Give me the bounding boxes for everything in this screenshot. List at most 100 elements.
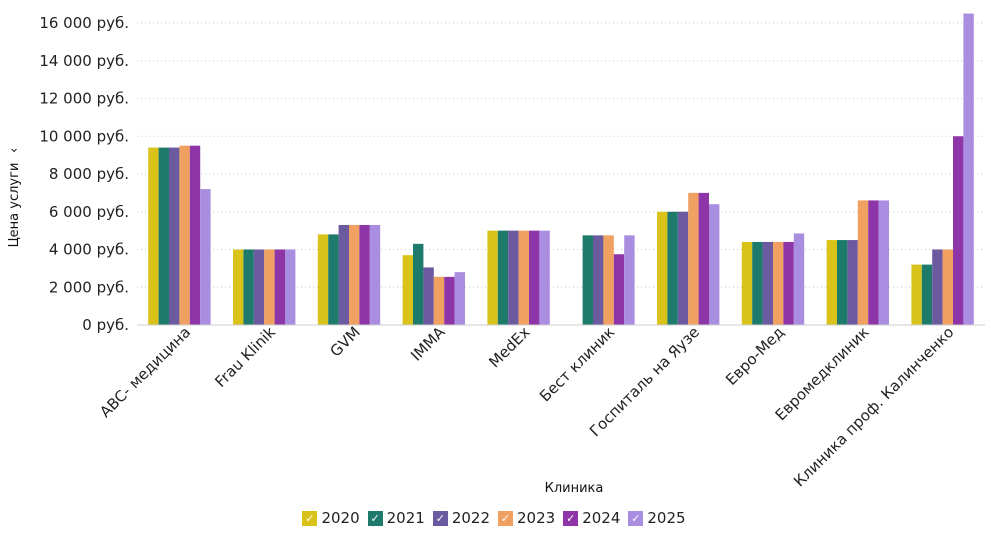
- bar[interactable]: [328, 234, 339, 325]
- bar[interactable]: [613, 254, 625, 325]
- bar[interactable]: [783, 241, 794, 325]
- bar[interactable]: [423, 267, 434, 325]
- legend-item[interactable]: ✓ 2023: [498, 509, 555, 527]
- bar[interactable]: [878, 200, 889, 325]
- bar[interactable]: [169, 147, 180, 325]
- checkmark-icon[interactable]: ✓: [498, 510, 513, 526]
- bar[interactable]: [677, 211, 689, 325]
- legend: ✓ 2020 ✓ 2021 ✓ 2022 ✓ 2023 ✓ 2024 ✓ 2025: [0, 506, 990, 530]
- y-tick-label: 2 000 руб.: [49, 278, 129, 296]
- bar[interactable]: [688, 192, 699, 325]
- bar[interactable]: [189, 145, 201, 325]
- gridlines: [137, 22, 985, 288]
- chevron-down-icon[interactable]: ‹: [7, 148, 22, 153]
- checkmark-icon[interactable]: ✓: [302, 510, 318, 526]
- bar[interactable]: [274, 249, 285, 326]
- bar[interactable]: [582, 235, 593, 325]
- checkmark-icon[interactable]: ✓: [432, 510, 448, 526]
- x-tick-label: Бест клиник: [536, 323, 618, 405]
- bar[interactable]: [529, 230, 540, 325]
- legend-item[interactable]: ✓ 2021: [367, 509, 425, 527]
- bar[interactable]: [963, 13, 974, 325]
- bar[interactable]: [593, 235, 604, 325]
- bar[interactable]: [911, 264, 922, 325]
- x-tick-label: Frau Klinik: [211, 323, 279, 391]
- bar[interactable]: [200, 189, 211, 325]
- bar[interactable]: [158, 147, 169, 325]
- bar-chart: 0 руб. 2 000 руб. 4 000 руб. 6 000 руб. 8 00…: [7, 13, 985, 496]
- bar[interactable]: [857, 200, 869, 325]
- y-tick-label: 4 000 руб.: [49, 241, 129, 259]
- legend-item[interactable]: ✓ 2020: [302, 509, 360, 527]
- bar[interactable]: [657, 211, 668, 325]
- bars: [148, 13, 974, 326]
- y-axis-title-text: Цена услуги: [7, 163, 22, 248]
- y-tick-label: 6 000 руб.: [49, 203, 129, 221]
- bar[interactable]: [826, 240, 837, 325]
- bar[interactable]: [317, 234, 329, 325]
- bar[interactable]: [179, 145, 190, 325]
- bar[interactable]: [369, 224, 381, 325]
- bar[interactable]: [539, 230, 550, 325]
- y-tick-label: 8 000 руб.: [49, 165, 129, 183]
- x-tick-label: ABC- медицина: [96, 323, 194, 421]
- legend-label: 2020: [321, 509, 360, 527]
- bar[interactable]: [942, 249, 953, 326]
- bar[interactable]: [444, 276, 455, 325]
- bar[interactable]: [233, 249, 244, 326]
- bar[interactable]: [868, 200, 879, 325]
- bar[interactable]: [518, 230, 529, 325]
- bar[interactable]: [402, 255, 413, 325]
- x-axis-title: Клиника: [545, 481, 604, 496]
- x-tick-label: Клиника проф. Калинченко: [790, 323, 957, 490]
- bar[interactable]: [921, 264, 933, 325]
- bar[interactable]: [793, 233, 805, 325]
- y-axis-title: Цена услуги ‹: [7, 148, 22, 248]
- legend-item[interactable]: ✓ 2025: [628, 509, 686, 527]
- legend-label: 2022: [451, 509, 490, 527]
- bar[interactable]: [433, 276, 445, 325]
- legend-label: 2024: [582, 509, 621, 527]
- x-tick-label: MedEx: [485, 323, 533, 371]
- bar[interactable]: [243, 249, 254, 326]
- bar[interactable]: [953, 136, 964, 325]
- bar[interactable]: [762, 241, 773, 325]
- y-tick-label: 0 руб.: [82, 316, 129, 334]
- bar[interactable]: [264, 249, 275, 326]
- bar[interactable]: [253, 249, 265, 326]
- bar[interactable]: [497, 230, 509, 325]
- bar[interactable]: [487, 230, 498, 325]
- checkmark-icon[interactable]: ✓: [563, 510, 579, 526]
- legend-item[interactable]: ✓ 2022: [432, 509, 490, 527]
- bar[interactable]: [847, 240, 858, 325]
- bar[interactable]: [359, 224, 370, 325]
- bar[interactable]: [148, 147, 159, 325]
- bar[interactable]: [698, 192, 709, 325]
- y-tick-label: 10 000 руб.: [39, 127, 129, 145]
- x-tick-label: IMMA: [407, 323, 449, 365]
- bar[interactable]: [773, 241, 784, 325]
- y-tick-label: 12 000 руб.: [39, 90, 129, 108]
- checkmark-icon[interactable]: ✓: [367, 510, 383, 526]
- bar[interactable]: [752, 241, 763, 325]
- legend-label: 2025: [647, 509, 686, 527]
- bar[interactable]: [603, 235, 614, 325]
- bar[interactable]: [454, 272, 465, 325]
- legend-item[interactable]: ✓ 2024: [563, 509, 620, 527]
- y-tick-label: 16 000 руб.: [39, 14, 129, 32]
- bar[interactable]: [741, 241, 753, 325]
- bar[interactable]: [413, 243, 424, 325]
- x-axis-category-labels: ABC- медицина Frau Klinik GVM IMMA MedEx Бест…: [96, 323, 957, 491]
- x-tick-label: Евро-Мед: [722, 323, 788, 389]
- checkmark-icon[interactable]: ✓: [628, 510, 644, 526]
- bar[interactable]: [508, 230, 519, 325]
- bar[interactable]: [837, 240, 848, 325]
- bar[interactable]: [624, 235, 635, 325]
- bar[interactable]: [932, 249, 943, 326]
- bar[interactable]: [709, 204, 720, 325]
- bar[interactable]: [667, 211, 678, 325]
- bar[interactable]: [338, 224, 349, 325]
- bar[interactable]: [349, 224, 360, 325]
- x-tick-label: GVM: [326, 323, 363, 360]
- bar[interactable]: [285, 249, 296, 326]
